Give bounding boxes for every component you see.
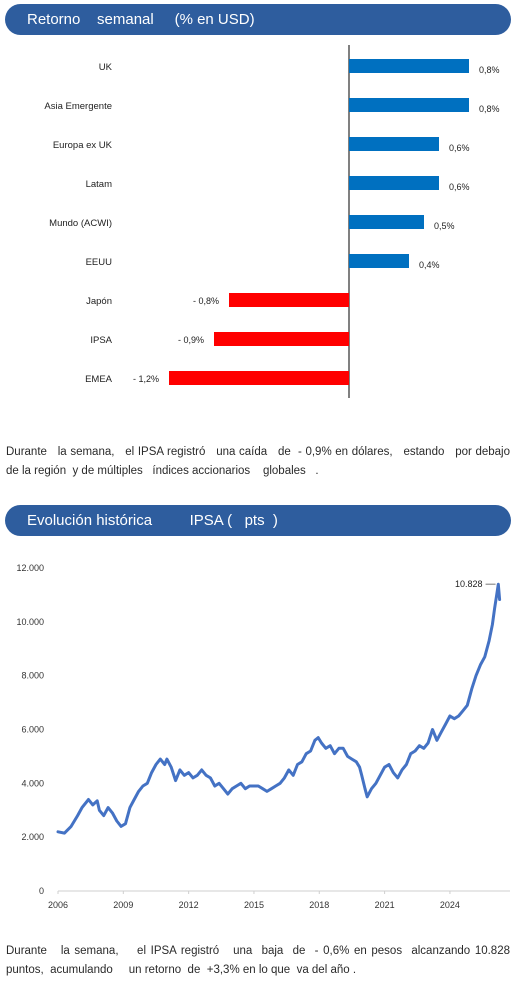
bar-category-label: IPSA [90, 335, 112, 346]
bar-value-label: 0,6% [449, 143, 470, 153]
bar-value-label: 0,5% [434, 221, 455, 231]
bar [214, 332, 349, 346]
bar-value-label: - 1,2% [133, 374, 159, 384]
ipsa-series-line [56, 582, 502, 835]
bar-category-label: Asia Emergente [44, 101, 112, 112]
weekly-return-title: Retorno semanal (% en USD) [27, 11, 255, 28]
y-tick-label: 4.000 [21, 778, 44, 788]
ipsa-history-header: Evolución histórica IPSA ( pts ) [5, 505, 511, 536]
weekly-return-note: Durante la semana, el IPSA registró una … [6, 446, 520, 477]
bar [169, 371, 349, 385]
y-tick-label: 8.000 [21, 671, 44, 681]
x-tick-label: 2012 [179, 900, 199, 910]
bar-category-label: Japón [86, 296, 112, 307]
bar-category-label: Latam [86, 179, 112, 190]
bar [229, 293, 349, 307]
y-tick-label: 10.000 [16, 617, 44, 627]
bar-category-label: Mundo (ACWI) [49, 218, 112, 229]
x-tick-label: 2009 [113, 900, 133, 910]
bar [349, 254, 409, 268]
bar-value-label: - 0,9% [178, 335, 204, 345]
bar-value-label: 0,4% [419, 260, 440, 270]
bar [349, 98, 469, 112]
y-tick-label: 12.000 [16, 563, 44, 573]
bar-value-label: 0,8% [479, 65, 500, 75]
bar [349, 176, 439, 190]
bar [349, 59, 469, 73]
weekly-return-bar-chart: UK 0,8% Asia Emergente 0,8% Europa ex UK 0,6%… [44, 45, 500, 398]
x-tick-label: 2006 [48, 900, 68, 910]
x-tick-label: 2024 [440, 900, 460, 910]
last-value-label: 10.828 [455, 579, 483, 589]
bar-category-label: EEUU [86, 257, 113, 268]
bar-category-label: Europa ex UK [53, 140, 113, 151]
bar-value-label: 0,6% [449, 182, 470, 192]
bar [349, 215, 424, 229]
y-tick-label: 6.000 [21, 725, 44, 735]
bar-category-label: UK [99, 62, 113, 73]
y-tick-label: 2.000 [21, 832, 44, 842]
bar [349, 137, 439, 151]
x-tick-label: 2021 [375, 900, 395, 910]
x-tick-label: 2015 [244, 900, 264, 910]
ipsa-history-line-chart: 0 2.000 4.000 6.000 8.000 10.000 12.000 2006 200… [16, 563, 510, 910]
bar-category-label: EMEA [85, 374, 113, 385]
x-tick-label: 2018 [309, 900, 329, 910]
y-tick-label: 0 [39, 886, 44, 896]
ipsa-history-note: Durante la semana, el IPSA registró una … [6, 945, 514, 976]
weekly-return-header: Retorno semanal (% en USD) [5, 4, 511, 35]
ipsa-history-title: Evolución histórica IPSA ( pts ) [27, 512, 278, 529]
bar-value-label: - 0,8% [193, 296, 219, 306]
bar-value-label: 0,8% [479, 104, 500, 114]
